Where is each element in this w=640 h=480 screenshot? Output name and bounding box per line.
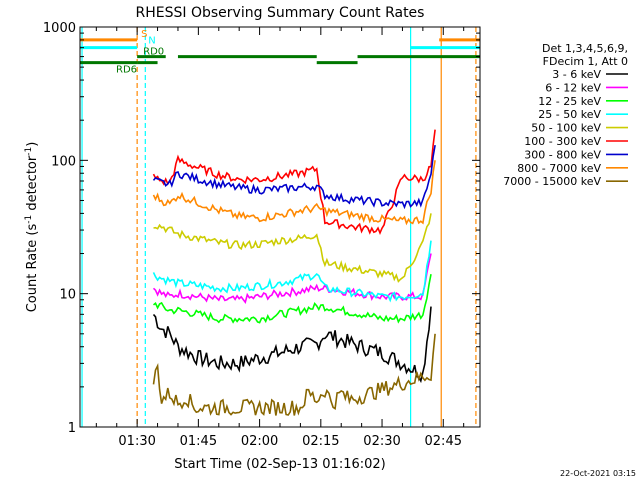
x-tick-label-4: 02:30 <box>363 434 400 449</box>
x-tick-label-5: 02:45 <box>425 434 462 449</box>
y-tick-label-3: 1000 <box>43 21 76 36</box>
legend-label-8: 7000 - 15000 keV <box>503 175 601 188</box>
legend-label-0: 3 - 6 keV <box>552 68 601 81</box>
series-line-5 <box>152 129 436 235</box>
legend-header-line-1: Det 1,3,4,5,6,9, <box>542 42 628 55</box>
y-axis-label-sup2: -1 <box>24 147 34 156</box>
y-tick-label-1: 10 <box>59 288 76 303</box>
legend-label-2: 12 - 25 keV <box>538 95 601 108</box>
x-axis: 01:30 01:45 02:00 02:15 02:30 02:45 <box>95 27 465 449</box>
x-tick-label-2: 02:00 <box>241 434 278 449</box>
legend-label-4: 50 - 100 keV <box>531 122 601 135</box>
series-line-1 <box>152 253 432 304</box>
x-axis-label: Start Time (02-Sep-13 01:16:02) <box>174 457 385 472</box>
y-axis-label-main: Count Rate (s <box>25 224 40 313</box>
series-line-4 <box>153 213 432 283</box>
series-line-2 <box>153 274 432 324</box>
chart-title: RHESSI Observing Summary Count Rates <box>136 5 425 21</box>
x-tick-label-0: 01:30 <box>118 434 155 449</box>
legend-label-6: 300 - 800 keV <box>524 148 601 161</box>
series-line-3 <box>152 240 432 303</box>
y-axis-label-end: ) <box>25 142 40 147</box>
series-line-6 <box>152 144 436 210</box>
state-bar-label-RD6: RD6 <box>116 65 137 76</box>
y-axis-label-sup1: -1 <box>24 215 34 224</box>
y-tick-label-0: 1 <box>68 421 76 436</box>
legend-label-3: 25 - 50 keV <box>538 108 601 121</box>
y-tick-label-2: 100 <box>51 154 76 169</box>
state-bar-label-S: S <box>141 29 147 40</box>
state-bar-label-RD0: RD0 <box>143 47 164 58</box>
legend-label-1: 6 - 12 keV <box>545 81 601 94</box>
series-line-7 <box>152 160 436 226</box>
legend-label-7: 800 - 7000 keV <box>517 162 601 175</box>
x-tick-label-3: 02:15 <box>302 434 339 449</box>
y-axis-label-mid: detector <box>25 155 40 215</box>
state-bar-label-N: N <box>148 36 155 47</box>
series-line-8 <box>152 333 436 416</box>
legend: Det 1,3,4,5,6,9, FDecim 1, Att 0 3 - 6 k… <box>503 42 628 188</box>
legend-label-5: 100 - 300 keV <box>524 135 601 148</box>
y-axis-label: Count Rate (s-1 detector-1) <box>24 142 40 313</box>
vertical-markers <box>81 27 477 427</box>
legend-header-line-2: FDecim 1, Att 0 <box>543 55 628 68</box>
series-group <box>152 129 436 416</box>
timestamp: 22-Oct-2021 03:15 <box>560 469 636 478</box>
series-line-0 <box>152 306 432 384</box>
y-axis: 1 10 100 1000 <box>43 21 480 436</box>
x-tick-label-1: 01:45 <box>180 434 217 449</box>
